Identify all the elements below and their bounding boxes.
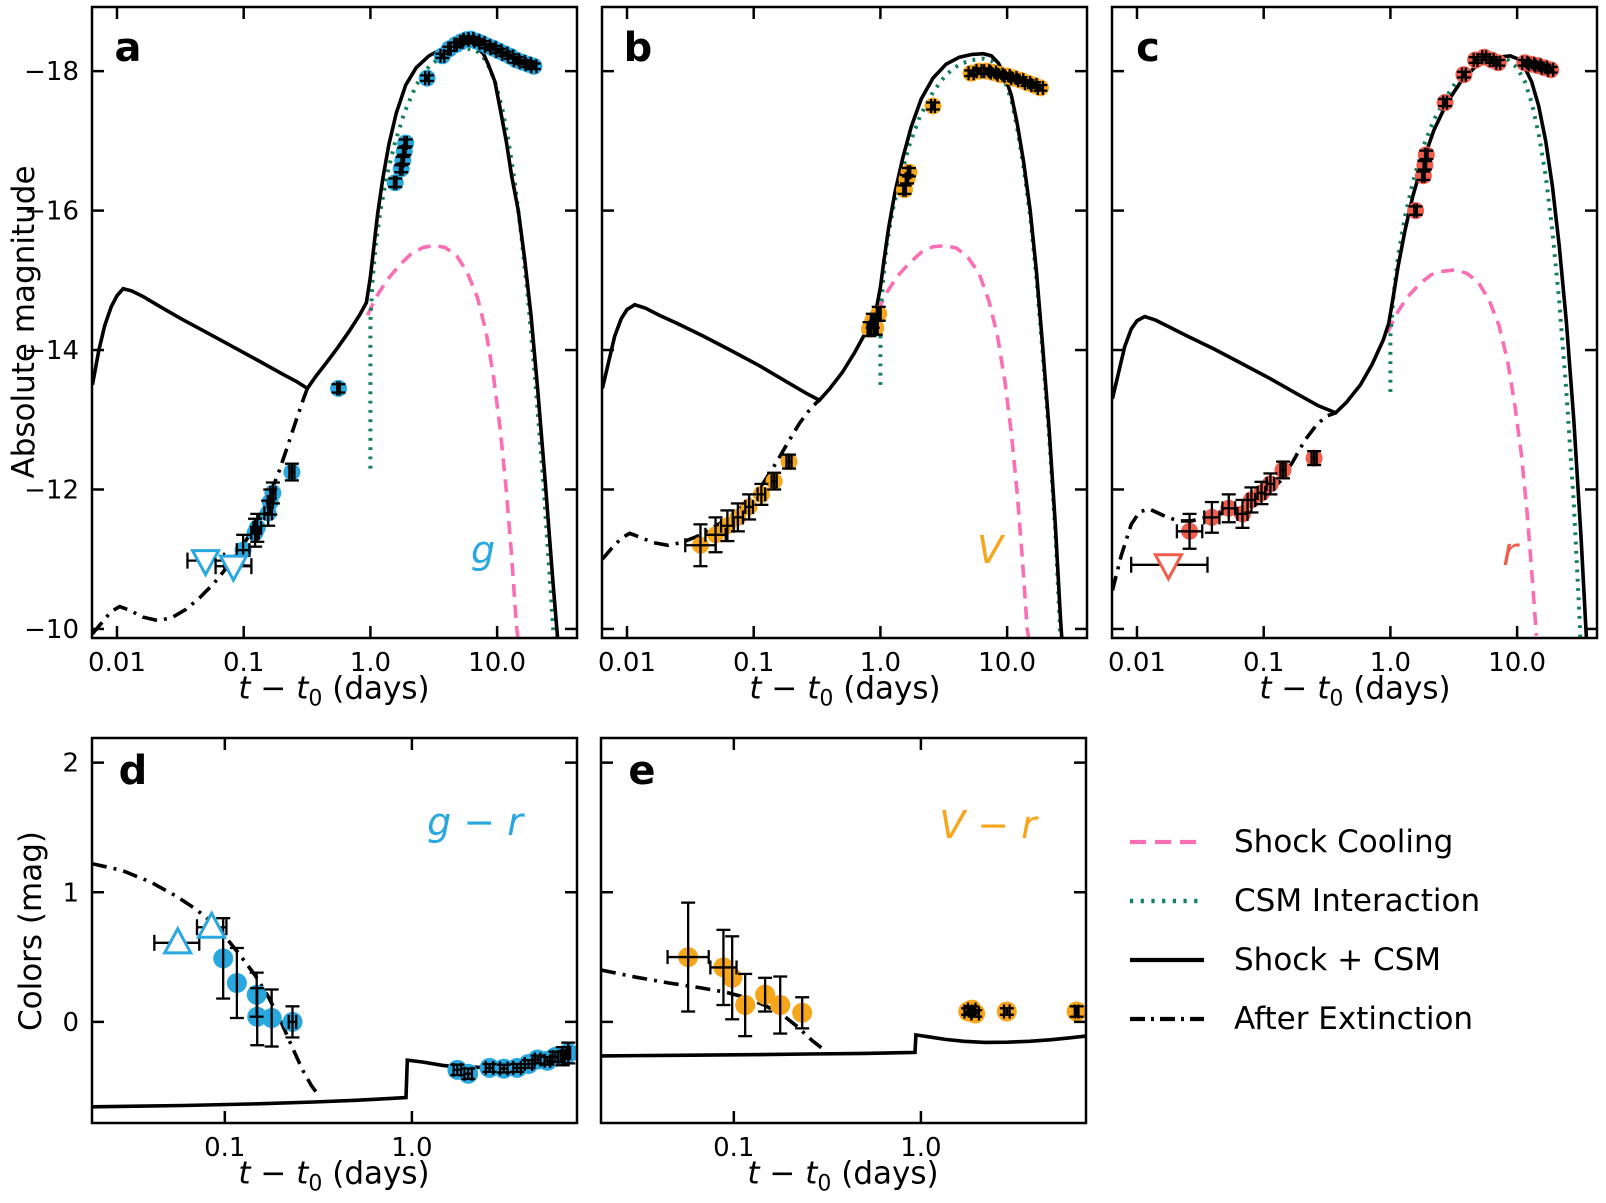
panel-c-frame bbox=[1110, 5, 1599, 640]
dashdot-line-icon bbox=[1130, 1016, 1204, 1021]
y-tick-label: 0 bbox=[62, 1008, 79, 1038]
legend-item-after-extinction: After Extinction bbox=[1128, 989, 1480, 1048]
y-tick-label: −10 bbox=[24, 615, 79, 645]
panel-b-frame bbox=[600, 5, 1089, 640]
legend-label: Shock Cooling bbox=[1234, 823, 1454, 860]
x-axis-title-e: t − t0 (days) bbox=[747, 1155, 939, 1197]
x-tick-label: 0.01 bbox=[88, 648, 146, 678]
curve-after-extinction bbox=[92, 861, 320, 1096]
panel-letter-c: c bbox=[1136, 25, 1160, 71]
y-tick-label: −14 bbox=[24, 336, 79, 366]
x-tick-label: 10.0 bbox=[1488, 648, 1546, 678]
x-tick-label: 10.0 bbox=[978, 648, 1036, 678]
x-tick-label: 10.0 bbox=[468, 648, 526, 678]
band-label-g: g bbox=[470, 528, 496, 572]
x-title-t: t bbox=[238, 670, 251, 707]
panel-d-frame bbox=[90, 736, 579, 1125]
y-axis-title-colors: Colors (mag) bbox=[13, 830, 49, 1032]
band-label-g-r: g − r bbox=[427, 800, 523, 844]
legend-item-shock-csm: Shock + CSM bbox=[1128, 930, 1480, 989]
legend: Shock Cooling CSM Interaction Shock + CS… bbox=[1128, 812, 1480, 1048]
x-title-days: (days) bbox=[322, 670, 430, 707]
solid-line-icon bbox=[1130, 957, 1204, 962]
curve-shock-cooling bbox=[875, 243, 1031, 638]
x-tick-label: 1.0 bbox=[391, 1133, 432, 1163]
y-tick-label: 2 bbox=[62, 749, 79, 779]
panel-d-plot-area bbox=[92, 861, 577, 1109]
band-label-r: r bbox=[1502, 530, 1518, 574]
limit-triangle-icon bbox=[196, 910, 228, 939]
panel-e-frame bbox=[599, 736, 1088, 1125]
x-tick-label: 0.01 bbox=[1108, 648, 1166, 678]
x-tick-label: 0.1 bbox=[733, 648, 774, 678]
x-tick-label: 1.0 bbox=[900, 1133, 941, 1163]
x-tick-label: 1.0 bbox=[1370, 648, 1411, 678]
y-tick-label: −16 bbox=[24, 197, 79, 227]
curve-shock-csm bbox=[602, 51, 1064, 638]
y-tick-label: 1 bbox=[62, 878, 79, 908]
dashed-line-icon bbox=[1130, 839, 1204, 844]
panel-e-plot-area bbox=[601, 901, 1086, 1058]
y-tick-label: −18 bbox=[24, 57, 79, 87]
legend-label: CSM Interaction bbox=[1234, 882, 1481, 919]
curve-shock-cooling bbox=[365, 243, 520, 638]
limit-triangle-icon bbox=[190, 549, 222, 578]
curve-shock-cooling bbox=[1385, 268, 1539, 637]
curve-shock-csm bbox=[1112, 53, 1589, 638]
x-axis-title-d: t − t0 (days) bbox=[238, 1155, 430, 1197]
curve-csm-interaction bbox=[368, 46, 556, 638]
limit-triangle-icon bbox=[217, 554, 249, 584]
x-title-sub: 0 bbox=[308, 686, 323, 712]
panel-a-plot-area bbox=[92, 30, 560, 638]
x-title-t2: t bbox=[296, 670, 309, 707]
x-tick-label: 0.01 bbox=[598, 648, 656, 678]
curve-csm-interaction bbox=[1388, 55, 1583, 638]
dotted-line-icon bbox=[1130, 898, 1204, 903]
curve-shock-csm bbox=[92, 42, 560, 638]
x-tick-label: 0.1 bbox=[204, 1133, 245, 1163]
panel-letter-b: b bbox=[623, 25, 653, 71]
legend-label: After Extinction bbox=[1234, 1000, 1474, 1037]
x-tick-label: 0.1 bbox=[1243, 648, 1284, 678]
y-tick-label: −12 bbox=[24, 475, 79, 505]
panel-c-plot-area bbox=[1112, 48, 1589, 638]
x-tick-label: 0.1 bbox=[223, 648, 264, 678]
y-axis-title-magnitude: Absolute magnitude bbox=[6, 165, 42, 479]
band-label-V: V bbox=[977, 528, 1003, 572]
legend-label: Shock + CSM bbox=[1234, 941, 1442, 978]
x-axis-title-a: t − t0 (days) bbox=[238, 670, 429, 711]
x-tick-label: 1.0 bbox=[860, 648, 901, 678]
curve-after-extinction bbox=[602, 398, 821, 561]
x-axis-title-b: t − t0 (days) bbox=[749, 670, 941, 712]
panel-b-plot-area bbox=[602, 51, 1064, 638]
legend-item-shock-cooling: Shock Cooling bbox=[1128, 812, 1480, 871]
limit-triangle-icon bbox=[162, 925, 194, 955]
band-label-V-r: V − r bbox=[939, 803, 1037, 847]
x-tick-label: 1.0 bbox=[350, 648, 391, 678]
legend-item-csm-interaction: CSM Interaction bbox=[1128, 871, 1480, 930]
panel-letter-a: a bbox=[114, 25, 142, 71]
panel-a-frame bbox=[90, 5, 579, 640]
x-tick-label: 0.1 bbox=[713, 1133, 754, 1163]
panel-letter-e: e bbox=[628, 748, 656, 794]
limit-triangle-icon bbox=[1152, 553, 1184, 582]
x-title-minus: − bbox=[250, 670, 297, 707]
x-axis-title-c: t − t0 (days) bbox=[1259, 670, 1451, 712]
curve-shock-csm bbox=[601, 1032, 1086, 1058]
curve-after-extinction bbox=[92, 387, 310, 635]
panel-letter-d: d bbox=[118, 748, 148, 794]
curve-after-extinction bbox=[601, 968, 828, 1054]
